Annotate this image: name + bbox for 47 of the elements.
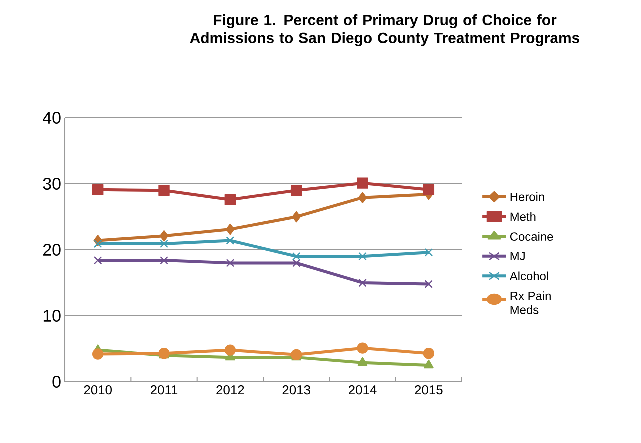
point (357, 342, 368, 354)
point (424, 360, 434, 369)
point (94, 256, 102, 265)
point (358, 278, 367, 288)
point (290, 184, 302, 196)
legend-label: Cocaine (510, 232, 554, 242)
point (226, 259, 235, 268)
point (358, 357, 368, 366)
point (424, 248, 434, 257)
legend-label: MJ (510, 252, 525, 260)
y-tick-label: 10 (44, 310, 61, 322)
point (226, 224, 235, 236)
y-tick-label: 0 (52, 376, 61, 388)
legend-label: Alcohol (510, 272, 548, 281)
x-tick-label: 2013 (282, 386, 310, 395)
point (292, 252, 301, 261)
x-tick-label: 2011 (150, 386, 178, 395)
point (226, 236, 235, 245)
legend-label: Rx Pain Meds (510, 292, 551, 314)
x-tick-label: 2015 (415, 386, 443, 395)
point (224, 194, 236, 206)
chart-title: Figure 1. Percent of Primary Drug of Choice for Admissions to San Diego County Treatment Programs (190, 14, 580, 46)
point (358, 252, 367, 261)
y-tick-label: 40 (43, 112, 61, 124)
point (92, 348, 104, 360)
point (224, 344, 236, 356)
point (94, 240, 102, 248)
point (423, 348, 435, 360)
legend-label: Heroin (510, 192, 544, 202)
point (160, 256, 168, 265)
point (423, 184, 435, 196)
x-tick-label: 2012 (216, 386, 244, 395)
point (292, 211, 301, 223)
point (158, 184, 170, 196)
legend-label: Meth (510, 212, 536, 222)
y-tick-label: 20 (44, 244, 61, 256)
x-tick-label: 2010 (84, 386, 112, 395)
point (92, 184, 104, 196)
x-tick-label: 2014 (349, 386, 377, 395)
point (358, 192, 368, 204)
point (357, 178, 368, 189)
point (290, 349, 302, 361)
point (160, 240, 168, 248)
point (160, 230, 169, 242)
point (424, 280, 434, 288)
point (292, 259, 301, 268)
y-tick-label: 30 (43, 178, 61, 190)
